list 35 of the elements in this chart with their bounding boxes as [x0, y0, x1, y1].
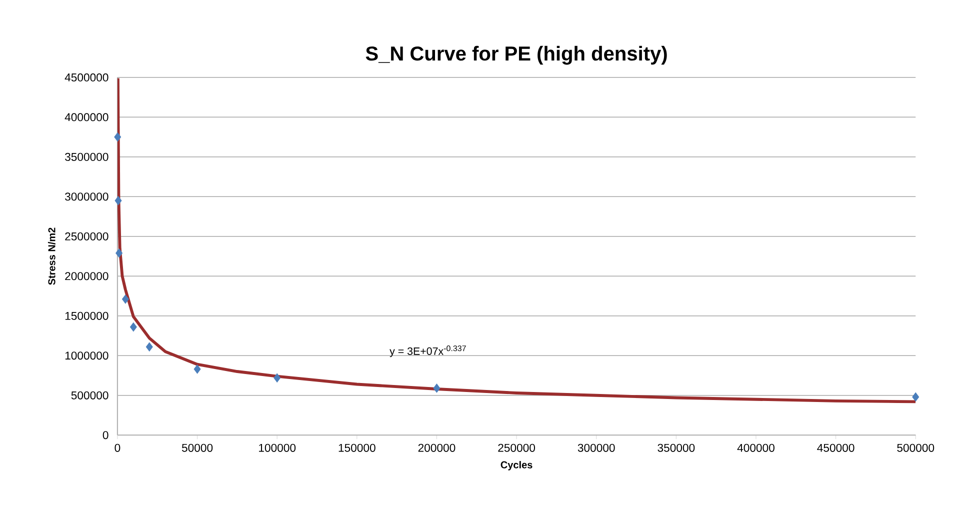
x-axis-title: Cycles [500, 461, 532, 470]
x-tick-label: 400000 [737, 444, 774, 452]
x-tick-label: 150000 [338, 444, 376, 452]
x-tick-label: 100000 [259, 444, 296, 452]
point [122, 294, 129, 304]
y-tick-label: 4500000 [64, 73, 108, 82]
y-tick-label: 3000000 [65, 192, 108, 201]
point [194, 364, 201, 374]
x-tick-label: 300000 [578, 444, 615, 452]
x-tick-label: 50000 [182, 444, 213, 452]
point [146, 342, 153, 352]
y-tick-label: 500000 [71, 391, 108, 400]
y-tick-label: 4000000 [64, 113, 108, 122]
point [114, 132, 122, 142]
point [912, 392, 920, 402]
annotation: y = 3E+07x$^{-0.337}$ [390, 346, 466, 358]
point [433, 384, 440, 393]
x-tick-label: 350000 [658, 444, 695, 452]
x-tick-label: 0 [114, 444, 120, 452]
y-axis-title: Stress N/m2 [48, 228, 56, 285]
point [114, 196, 122, 206]
y-tick-label: 2500000 [65, 232, 108, 240]
point [130, 322, 137, 332]
y-tick-label: 2000000 [65, 272, 108, 280]
y-tick-label: 3500000 [65, 152, 108, 161]
x-tick-label: 250000 [498, 444, 536, 452]
chart-title: S_N Curve for PE (high density) [366, 46, 667, 65]
y-tick-label: 0 [102, 431, 108, 440]
x-tick-label: 200000 [418, 444, 456, 452]
y-tick-label: 1000000 [65, 352, 108, 360]
x-tick-label: 500000 [897, 444, 934, 452]
point [116, 248, 123, 258]
y-tick-label: 1500000 [65, 312, 108, 320]
x-tick-label: 450000 [817, 444, 854, 452]
point [274, 373, 281, 382]
